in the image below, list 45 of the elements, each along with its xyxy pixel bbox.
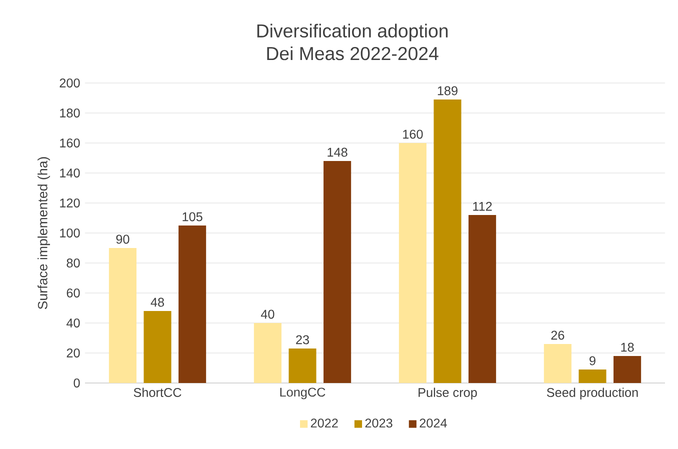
- data-label: 48: [150, 298, 164, 307]
- bar: [254, 322, 282, 383]
- legend-label: 2024: [420, 418, 447, 428]
- chart-title: Diversification adoption: [257, 24, 448, 42]
- legend-label: 2023: [365, 418, 392, 428]
- y-tick-label: 80: [66, 258, 80, 268]
- legend-label: 2022: [310, 418, 338, 428]
- bar: [398, 142, 426, 383]
- data-label: 189: [438, 86, 458, 96]
- bar: [434, 99, 462, 383]
- bar: [178, 225, 206, 383]
- y-tick-label: 100: [60, 228, 80, 238]
- bar: [614, 356, 642, 383]
- bar: [544, 344, 572, 383]
- data-label: 112: [473, 202, 492, 211]
- data-label: 105: [182, 212, 202, 222]
- bar: [288, 348, 316, 383]
- data-label: 40: [260, 310, 274, 319]
- bar: [108, 248, 136, 383]
- y-tick-label: 40: [66, 318, 80, 328]
- data-label: 23: [296, 335, 309, 344]
- data-label: 26: [551, 330, 564, 340]
- bar: [144, 310, 172, 383]
- bar: [324, 160, 352, 383]
- y-tick-label: 20: [66, 348, 80, 358]
- data-label: 160: [403, 130, 423, 139]
- data-label: 148: [328, 148, 348, 157]
- y-tick-label: 160: [60, 138, 80, 148]
- chart-subtitle: Dei Meas 2022-2024: [267, 46, 438, 60]
- y-axis-title: Surface implemented (ha): [38, 157, 50, 310]
- bar: [578, 369, 606, 383]
- y-tick-label: 0: [74, 378, 80, 388]
- y-tick-label: 60: [66, 288, 80, 298]
- data-label: 9: [590, 356, 596, 366]
- data-label: 18: [621, 342, 634, 352]
- y-tick-label: 180: [60, 108, 80, 118]
- y-tick-label: 140: [60, 168, 80, 178]
- data-label: 90: [116, 234, 130, 244]
- y-tick-label: 120: [60, 198, 80, 208]
- y-tick-label: 200: [60, 78, 80, 88]
- x-tick-label: Pulse crop: [418, 388, 477, 400]
- bar: [468, 214, 496, 383]
- x-tick-label: ShortCC: [134, 388, 182, 397]
- x-tick-label: Seed production: [546, 388, 638, 400]
- x-tick-label: LongCC: [280, 388, 326, 400]
